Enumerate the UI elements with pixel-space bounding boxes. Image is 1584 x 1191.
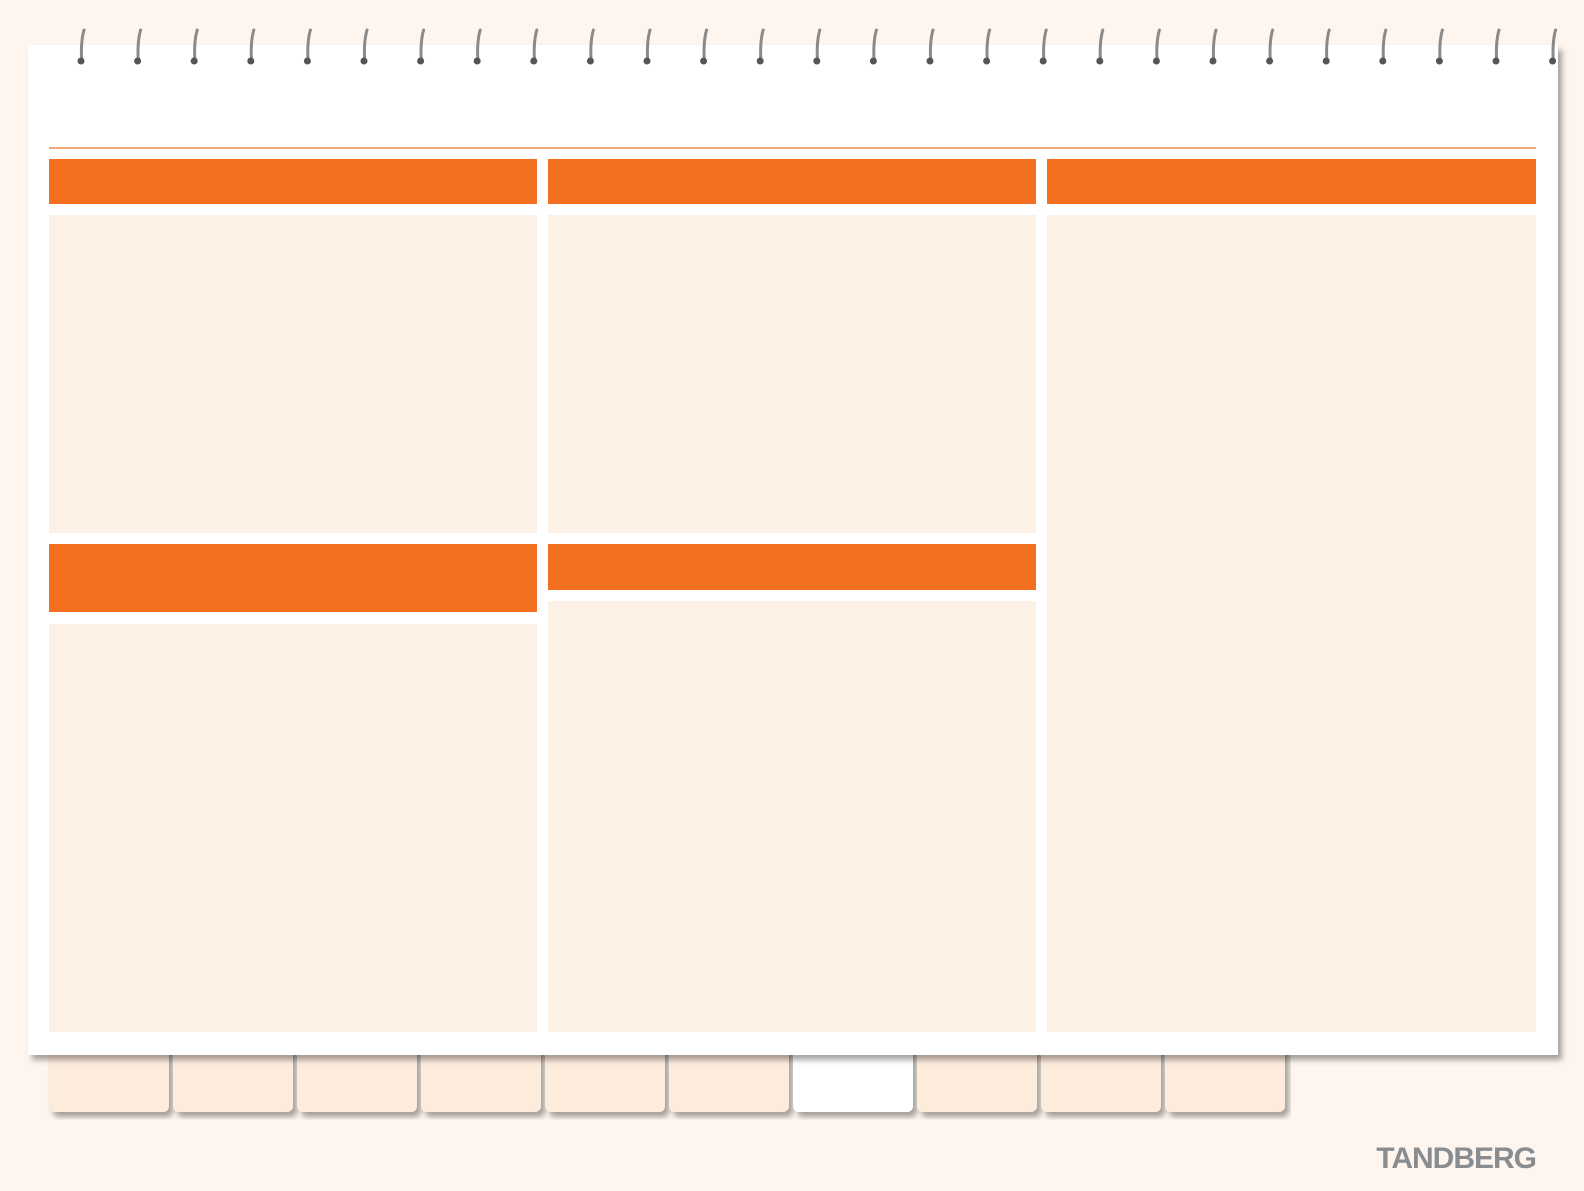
ring-hole — [134, 57, 142, 65]
ring-hole — [303, 57, 311, 65]
ring-hole — [1152, 57, 1160, 65]
tab[interactable] — [545, 1040, 665, 1112]
tab[interactable] — [421, 1040, 541, 1112]
ring-hole — [473, 57, 481, 65]
ring-hole — [1322, 57, 1330, 65]
ring-hole — [1039, 57, 1047, 65]
panel-left-bottom — [49, 544, 537, 1032]
ring-hole — [1096, 57, 1104, 65]
ring-hole — [190, 57, 198, 65]
panel-right — [1047, 159, 1536, 1032]
spiral-binding — [77, 28, 1558, 65]
tab[interactable] — [297, 1040, 417, 1112]
ring-hole — [1209, 57, 1217, 65]
ring-hole — [1435, 57, 1443, 65]
panel-body — [548, 601, 1036, 1032]
panel-left-top — [49, 159, 537, 533]
ring-hole — [756, 57, 764, 65]
ring-hole — [1549, 57, 1557, 65]
panel-body — [1047, 215, 1536, 1032]
ring-hole — [643, 57, 651, 65]
panel-header — [548, 544, 1036, 590]
ring-hole — [77, 57, 85, 65]
ring-hole — [1379, 57, 1387, 65]
panel-body — [548, 215, 1036, 533]
panel-header — [49, 159, 537, 204]
tab[interactable] — [173, 1040, 293, 1112]
tab[interactable] — [917, 1040, 1037, 1112]
ring-hole — [530, 57, 538, 65]
ring-hole — [417, 57, 425, 65]
panel-header — [1047, 159, 1536, 204]
panel-body — [49, 624, 537, 1032]
panel-middle-bottom — [548, 544, 1036, 1032]
tab-bar — [49, 1040, 1285, 1112]
tab[interactable] — [49, 1040, 169, 1112]
ring-hole — [813, 57, 821, 65]
brand-logo: TANDBERG — [1376, 1142, 1536, 1175]
ring-hole — [983, 57, 991, 65]
ring-hole — [869, 57, 877, 65]
panel-header — [548, 159, 1036, 204]
ring-hole — [926, 57, 934, 65]
panel-middle-top — [548, 159, 1036, 533]
tab[interactable] — [1165, 1040, 1285, 1112]
ring-hole — [360, 57, 368, 65]
panel-body — [49, 215, 537, 533]
tab[interactable] — [1041, 1040, 1161, 1112]
ring-hole — [700, 57, 708, 65]
panel-header — [49, 544, 537, 612]
tab[interactable] — [669, 1040, 789, 1112]
ring-hole — [586, 57, 594, 65]
ring-hole — [1266, 57, 1274, 65]
tab-active[interactable] — [793, 1040, 913, 1112]
ring-hole — [1492, 57, 1500, 65]
ring-hole — [247, 57, 255, 65]
